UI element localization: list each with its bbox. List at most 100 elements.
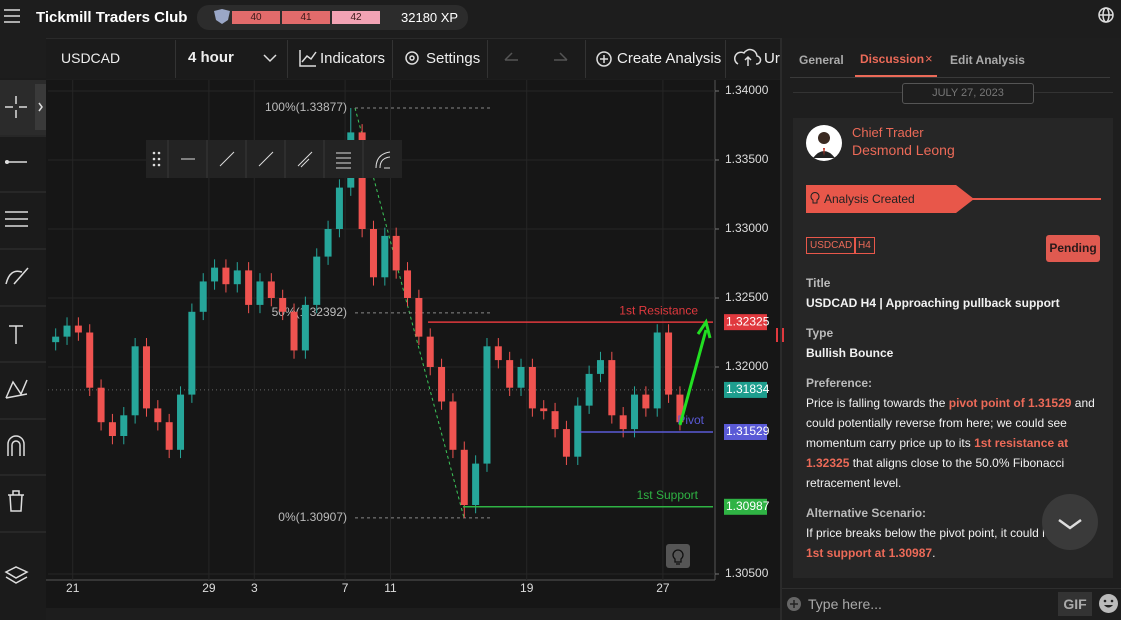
emoji-button[interactable]	[1098, 593, 1119, 614]
undo-icon[interactable]	[504, 52, 518, 61]
text-run: that aligns close to the 50.0% Fibonacci…	[806, 456, 1065, 490]
gif-button[interactable]: GIF	[1058, 592, 1092, 616]
separator	[392, 40, 393, 78]
pattern-tool[interactable]	[5, 379, 28, 399]
message-input[interactable]: Type here...	[808, 596, 882, 612]
status-button[interactable]: Pending	[1046, 235, 1100, 262]
x-tick-label: 27	[656, 581, 670, 595]
extended-line-tool[interactable]	[219, 151, 235, 167]
fib-tool[interactable]	[336, 152, 351, 169]
price-box-label: 1.31529	[726, 424, 770, 438]
separator	[585, 40, 586, 78]
y-tick-label: 1.30500	[725, 566, 769, 580]
interval[interactable]: 4 hour	[188, 49, 234, 66]
attach-button[interactable]	[786, 596, 802, 612]
candle-body	[211, 267, 219, 282]
drawing-separators	[167, 140, 364, 178]
create-icon[interactable]	[596, 51, 612, 67]
chevron[interactable]	[263, 54, 277, 63]
upload-icon[interactable]	[734, 48, 762, 66]
trend-line-tool[interactable]	[258, 151, 274, 167]
text-run: and could potentially reverse from here;…	[806, 396, 1095, 450]
symbol[interactable]: USDCAD	[61, 50, 121, 66]
tab[interactable]: General	[799, 53, 844, 67]
tab[interactable]: Edit Analysis	[950, 53, 1025, 67]
indicators-button[interactable]: Indicators	[320, 50, 386, 67]
event-ribbon	[806, 185, 1101, 213]
section-heading: Alternative Scenario:	[806, 506, 927, 520]
indicators-icon[interactable]	[299, 50, 317, 67]
tag: H4	[854, 237, 875, 254]
emoji-eye	[1103, 599, 1107, 603]
create-analysis-button[interactable]: Create Analysis	[617, 50, 722, 67]
magnet-tool[interactable]	[7, 435, 25, 456]
layers-tool[interactable]	[4, 566, 29, 584]
candle-body	[460, 449, 468, 505]
candle-body	[619, 415, 627, 430]
sidebar	[0, 78, 46, 620]
price-box	[724, 381, 767, 398]
tool-expander[interactable]	[35, 84, 46, 130]
redo-icon[interactable]	[554, 52, 568, 61]
brush-tool[interactable]	[5, 267, 29, 285]
candle-body	[188, 311, 196, 395]
tab-active[interactable]: Discussion	[860, 52, 925, 66]
candle-body	[108, 422, 116, 436]
scroll-down-button[interactable]	[1042, 494, 1098, 550]
rank-badge	[214, 9, 230, 24]
candle-body	[74, 325, 82, 333]
input-rule	[782, 588, 1121, 589]
fan-tool[interactable]	[375, 151, 391, 169]
price-box	[724, 314, 767, 331]
drawing-toolbar	[146, 140, 402, 178]
drag-handle[interactable]	[152, 151, 161, 167]
level-label: 41	[300, 12, 312, 23]
separator	[725, 40, 726, 78]
settings-button[interactable]: Settings	[426, 50, 481, 67]
delete-tool[interactable]	[8, 490, 24, 512]
settings-icon[interactable]	[405, 51, 419, 65]
candle-body	[335, 187, 343, 229]
candle-body	[392, 235, 400, 271]
candle-body	[596, 360, 604, 374]
avatar-head	[818, 132, 830, 144]
idea-button[interactable]	[666, 544, 690, 568]
candle-body	[324, 229, 332, 257]
panel-resizer[interactable]	[776, 328, 784, 342]
y-tick-label: 1.34000	[725, 83, 769, 97]
crosshair-tool[interactable]	[5, 96, 27, 118]
author-name[interactable]: Desmond Leong	[852, 142, 955, 158]
toolbar-icons	[263, 48, 762, 67]
text-run: Bullish Bounce	[806, 346, 894, 360]
candle-body	[517, 367, 525, 388]
tab-close[interactable]: ×	[925, 51, 933, 66]
emoji-eye	[1110, 599, 1114, 603]
sidebar-bg	[0, 78, 46, 620]
section-text: Bullish Bounce	[806, 343, 1098, 363]
candle-body	[483, 346, 491, 464]
fib-label: 50%(1.32392)	[272, 305, 347, 319]
level-name: 1st Support	[637, 488, 699, 502]
candle-body	[97, 387, 105, 423]
y-tick-label: 1.32000	[725, 359, 769, 373]
channel-tool[interactable]	[297, 151, 313, 168]
candle-body	[131, 346, 139, 416]
candle-body	[120, 415, 128, 436]
x-tick-label: 29	[202, 581, 216, 595]
tab-rule	[790, 77, 1110, 78]
level-bar	[332, 11, 380, 24]
create-plus	[600, 55, 608, 63]
event-bulb	[810, 192, 820, 204]
text-tool[interactable]	[9, 325, 23, 344]
candle-body	[63, 325, 71, 337]
globe-icon[interactable]	[1098, 7, 1114, 23]
upload-button[interactable]: Ur	[764, 50, 780, 67]
level-name: Pivot	[677, 413, 704, 427]
menu-icon[interactable]	[4, 9, 20, 23]
text-run: .	[932, 546, 936, 560]
candle-body	[574, 405, 582, 457]
candle-body	[358, 132, 366, 229]
text-run: USDCAD H4 | Approaching pullback support	[806, 296, 1060, 310]
level-bar	[282, 11, 330, 24]
lines-tool[interactable]	[5, 211, 28, 227]
